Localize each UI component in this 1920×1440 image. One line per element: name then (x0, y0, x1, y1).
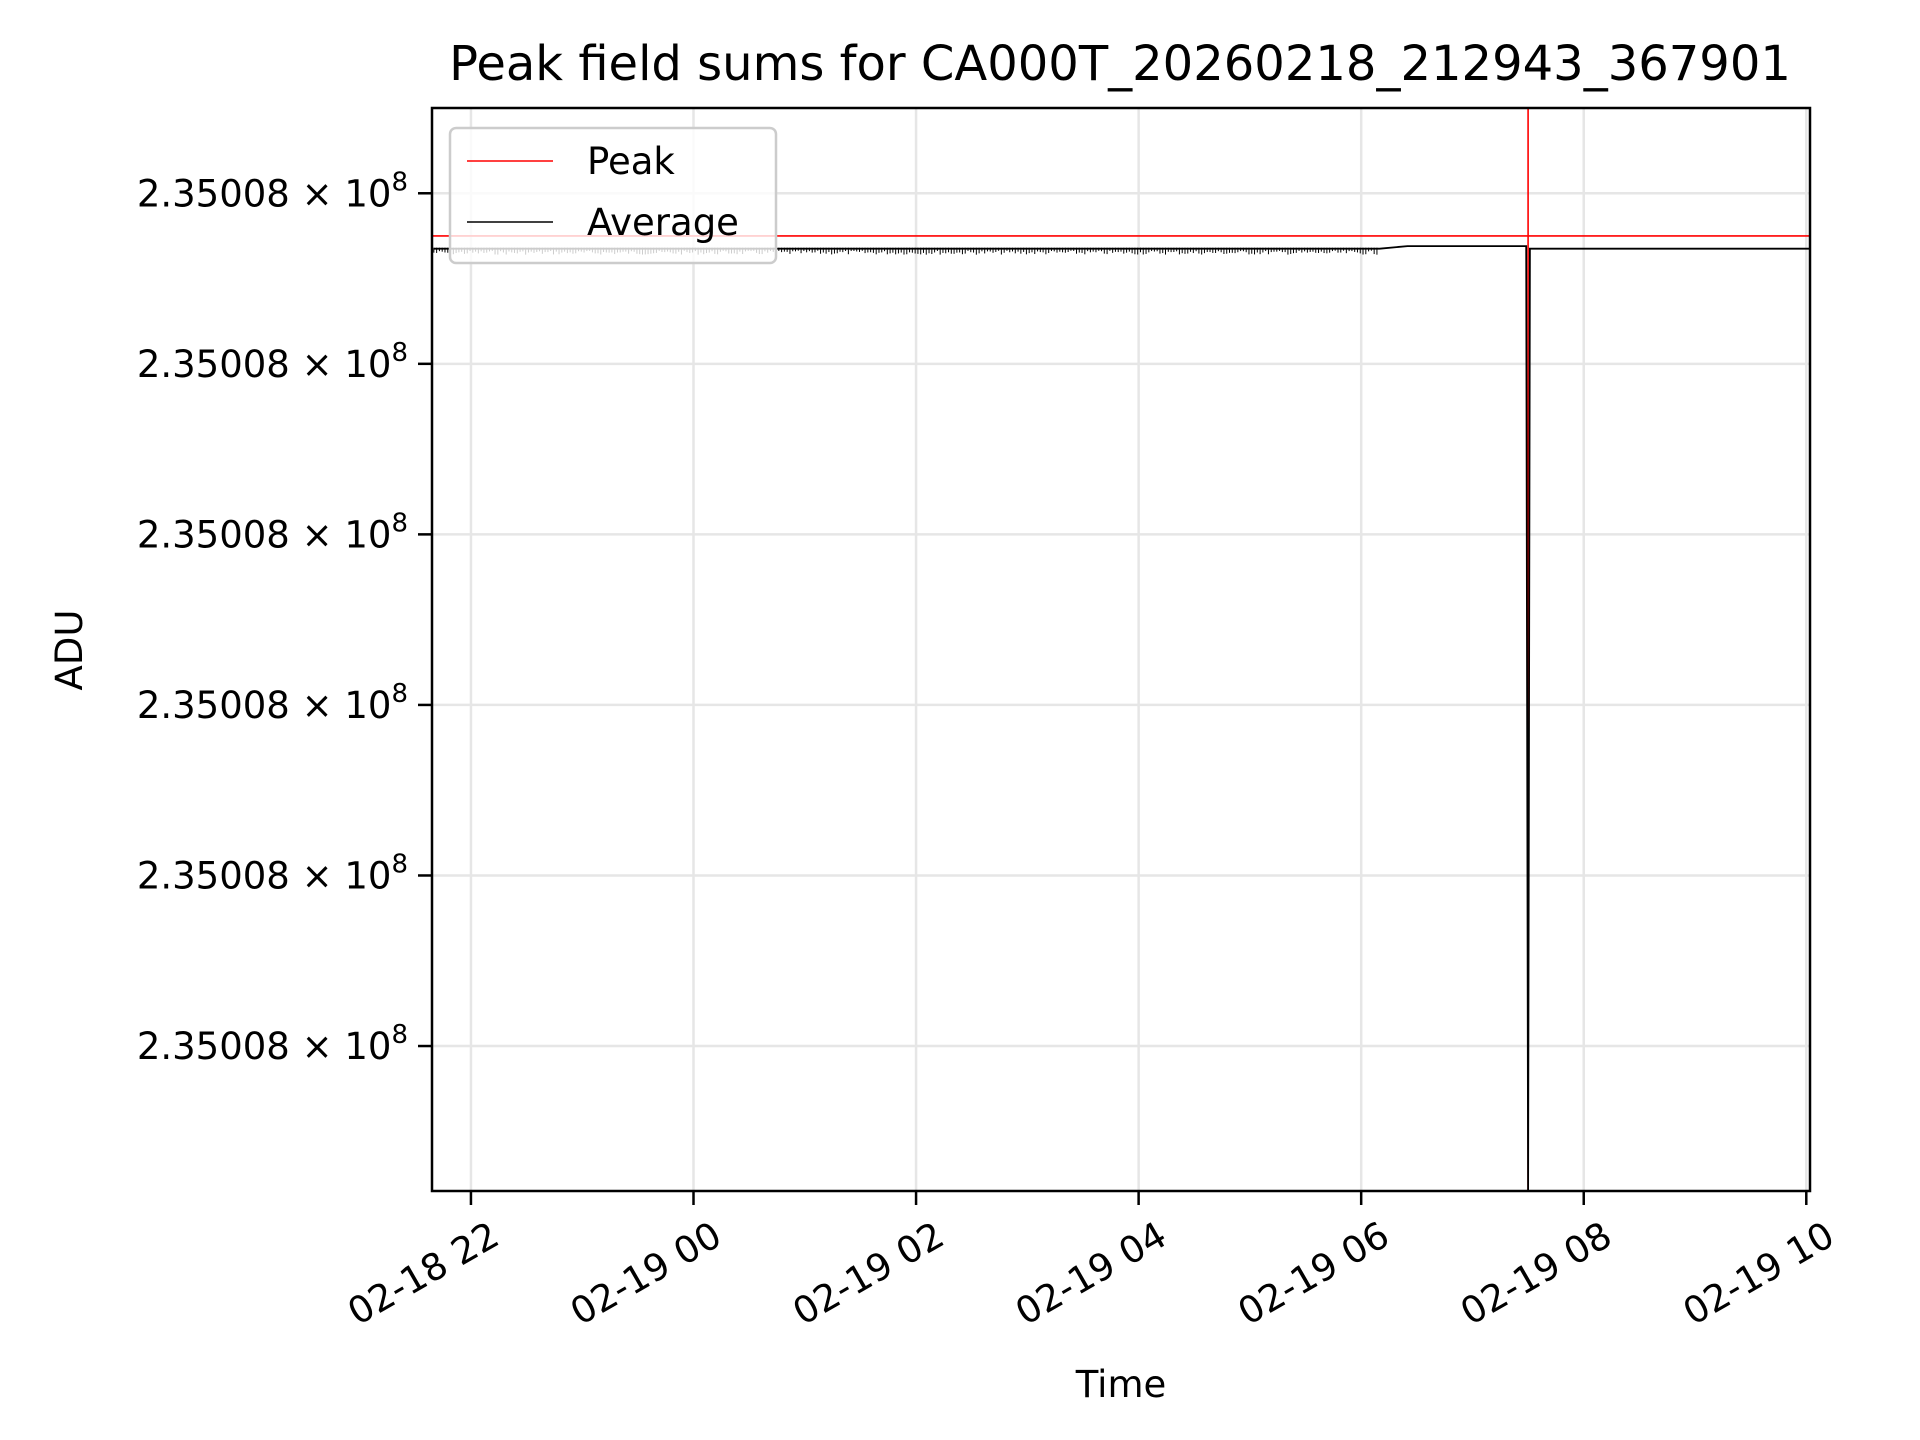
y-axis: 2.35008 × 108 2.35008 × 108 2.35008 × 108 2… (137, 167, 432, 1068)
y-tick-label: 2.35008 × 108 (137, 167, 408, 215)
y-tick-label: 2.35008 × 108 (137, 1020, 408, 1068)
y-tick-label: 2.35008 × 108 (137, 849, 408, 897)
legend-peak-label: Peak (587, 140, 675, 183)
legend-average-label: Average (587, 201, 739, 244)
average-series-line (433, 245, 1810, 1192)
plot-frame (430, 106, 1812, 1193)
grid (432, 108, 1810, 1191)
y-axis-label: ADU (48, 610, 91, 691)
chart-title: Peak field sums for CA000T_20260218_2129… (449, 36, 1791, 92)
y-tick-label: 2.35008 × 108 (137, 338, 408, 386)
x-axis-label: Time (1075, 1363, 1167, 1406)
y-tick-label: 2.35008 × 108 (137, 508, 408, 556)
legend: Peak Average (448, 126, 778, 265)
y-tick-label: 2.35008 × 108 (137, 679, 408, 727)
